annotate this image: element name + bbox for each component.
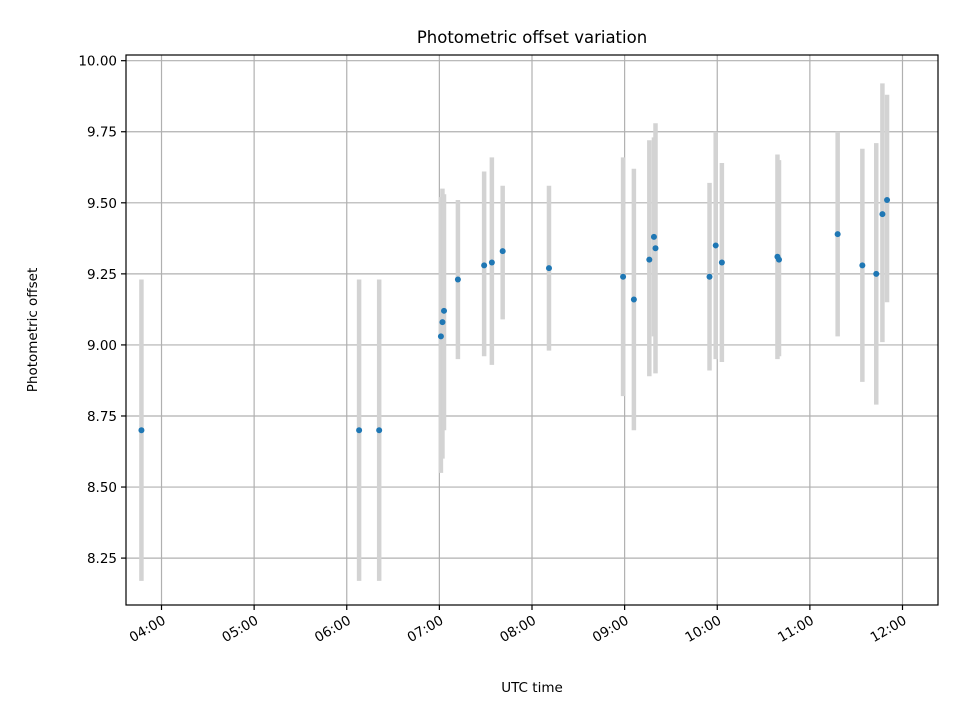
y-tick-label: 8.75 xyxy=(87,409,117,425)
data-point xyxy=(441,307,448,314)
y-tick-label: 8.50 xyxy=(87,480,117,496)
data-point xyxy=(439,319,446,326)
data-point xyxy=(718,259,725,266)
data-point xyxy=(650,233,657,240)
data-point xyxy=(488,259,495,266)
data-points xyxy=(138,196,891,434)
data-point xyxy=(620,273,627,280)
data-point xyxy=(356,427,363,434)
data-point xyxy=(859,262,866,269)
data-point xyxy=(454,276,461,283)
data-point xyxy=(834,231,841,238)
data-point xyxy=(138,427,145,434)
data-point xyxy=(879,211,886,218)
x-axis-label: UTC time xyxy=(501,680,563,696)
data-point xyxy=(712,242,719,249)
data-point xyxy=(630,296,637,303)
y-axis-ticks: 8.25 8.50 8.75 9.00 9.25 9.50 9.75 10.00 xyxy=(78,54,126,567)
y-tick-label: 9.25 xyxy=(87,267,117,283)
data-point xyxy=(499,248,506,255)
data-point xyxy=(376,427,383,434)
y-tick-label: 8.25 xyxy=(87,551,117,567)
data-point xyxy=(884,196,891,203)
y-tick-label: 9.50 xyxy=(87,196,117,212)
data-point xyxy=(706,273,713,280)
y-tick-label: 9.75 xyxy=(87,125,117,141)
y-axis-label: Photometric offset xyxy=(25,268,41,392)
data-point xyxy=(437,333,444,340)
data-point xyxy=(652,245,659,252)
data-point xyxy=(481,262,488,269)
data-point xyxy=(873,270,880,277)
y-tick-label: 10.00 xyxy=(78,54,117,70)
y-tick-label: 9.00 xyxy=(87,338,117,354)
data-point xyxy=(775,256,782,263)
data-point xyxy=(646,256,653,263)
chart-title: Photometric offset variation xyxy=(417,28,647,47)
data-point xyxy=(545,265,552,272)
